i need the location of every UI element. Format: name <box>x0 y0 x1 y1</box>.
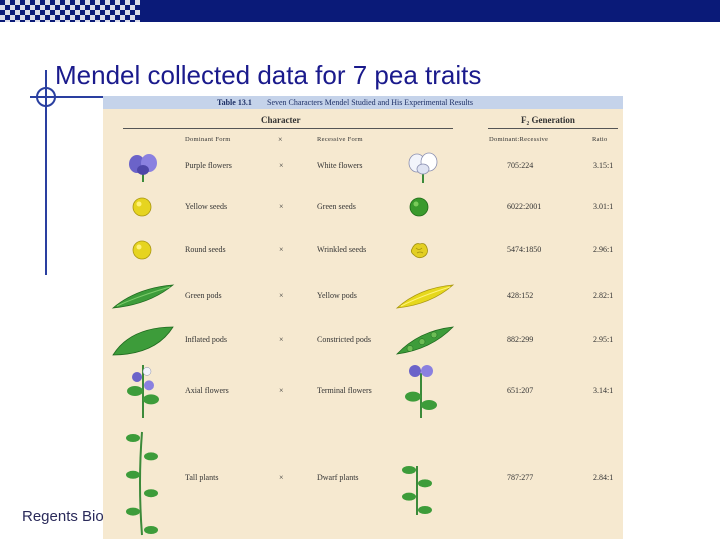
ratio-cell: 3.01:1 <box>593 202 614 211</box>
cross-cell: × <box>279 291 284 300</box>
ratio-cell: 3.15:1 <box>593 161 614 170</box>
recessive-form-cell: Dwarf plants <box>317 473 359 482</box>
wrinkled-seed-icon <box>410 243 428 259</box>
footer-label: Regents Bio <box>22 508 104 525</box>
green-pod-icon <box>111 284 175 309</box>
green-seed-icon <box>409 197 429 217</box>
table-row: Axial flowers × Terminal flowers 651:207 3.1… <box>103 365 623 418</box>
group-character-rule <box>123 128 453 129</box>
counts-cell: 705:224 <box>507 161 534 170</box>
table-row: Yellow seeds × Green seeds 6022:2001 3.01:1 <box>103 197 623 217</box>
group-character: Character <box>261 115 301 125</box>
cross-cell: × <box>279 473 284 482</box>
header-ratio: Ratio <box>592 136 608 143</box>
group-f2-rule <box>488 128 618 129</box>
ratio-cell: 2.95:1 <box>593 335 614 344</box>
ratio-cell: 2.96:1 <box>593 245 614 254</box>
recessive-form-cell: Yellow pods <box>317 291 357 300</box>
tall-plant-icon <box>126 431 158 536</box>
dominant-form-cell: Inflated pods <box>185 335 227 344</box>
purple-flower-icon <box>129 154 157 182</box>
dwarf-plant-icon <box>402 466 432 515</box>
counts-cell: 6022:2001 <box>507 202 542 211</box>
terminal-flowers-icon <box>405 365 437 418</box>
counts-cell: 5474:1850 <box>507 245 542 254</box>
checker-pattern <box>0 0 140 22</box>
table-row: Green pods × Yellow pods 428:152 2.82:1 <box>103 284 623 309</box>
vertical-rule <box>45 70 47 275</box>
cross-cell: × <box>279 245 284 254</box>
group-f2: F₂ Generation <box>521 115 575 125</box>
recessive-form-cell: Constricted pods <box>317 335 371 344</box>
header-cross: × <box>278 135 283 144</box>
recessive-form-cell: Wrinkled seeds <box>317 245 367 254</box>
counts-cell: 651:207 <box>507 386 534 395</box>
round-seed-icon <box>132 240 152 260</box>
dominant-form-cell: Tall plants <box>185 473 219 482</box>
slide-title: Mendel collected data for 7 pea traits <box>55 60 482 90</box>
cross-cell: × <box>279 202 284 211</box>
counts-cell: 787:277 <box>507 473 534 482</box>
yellow-pod-icon <box>395 284 455 309</box>
table-row: Round seeds × Wrinkled seeds 5474:1850 2.96:… <box>103 240 623 260</box>
header-dominant: Dominant Form <box>185 136 231 143</box>
table-row: Inflated pods × Constricted pods 882:299 2.9… <box>103 326 623 356</box>
constricted-pod-icon <box>395 326 455 355</box>
table-row: Purple flowers × White flowers 705:224 3.15:… <box>103 152 623 183</box>
table-number: Table 13.1 <box>217 98 252 107</box>
counts-cell: 882:299 <box>507 335 534 344</box>
table-caption-text: Seven Characters Mendel Studied and His … <box>267 98 473 107</box>
dominant-form-cell: Green pods <box>185 291 222 300</box>
dominant-form-cell: Purple flowers <box>185 161 232 170</box>
cross-cell: × <box>279 335 284 344</box>
table-row: Tall plants × Dwarf plants 787:277 2.84:1 <box>103 431 623 536</box>
top-banner <box>0 0 720 22</box>
recessive-form-cell: Green seeds <box>317 202 356 211</box>
recessive-form-cell: White flowers <box>317 161 363 170</box>
ratio-cell: 3.14:1 <box>593 386 614 395</box>
recessive-form-cell: Terminal flowers <box>317 386 372 395</box>
cross-cell: × <box>279 386 284 395</box>
inflated-pod-icon <box>112 326 174 356</box>
counts-cell: 428:152 <box>507 291 534 300</box>
dominant-form-cell: Round seeds <box>185 245 226 254</box>
white-flower-icon <box>408 152 438 183</box>
dominant-form-cell: Axial flowers <box>185 386 229 395</box>
header-recessive: Recessive Form <box>317 136 363 143</box>
crosshair-circle <box>36 87 56 107</box>
mendel-table: Table 13.1 Seven Characters Mendel Studi… <box>103 96 623 539</box>
dominant-form-cell: Yellow seeds <box>185 202 228 211</box>
ratio-cell: 2.84:1 <box>593 473 614 482</box>
table-caption: Table 13.1 Seven Characters Mendel Studi… <box>103 96 623 109</box>
yellow-seed-icon <box>132 197 152 217</box>
axial-flowers-icon <box>127 365 159 418</box>
cross-cell: × <box>279 161 284 170</box>
header-dom-rec: Dominant:Recessive <box>489 136 549 143</box>
ratio-cell: 2.82:1 <box>593 291 614 300</box>
